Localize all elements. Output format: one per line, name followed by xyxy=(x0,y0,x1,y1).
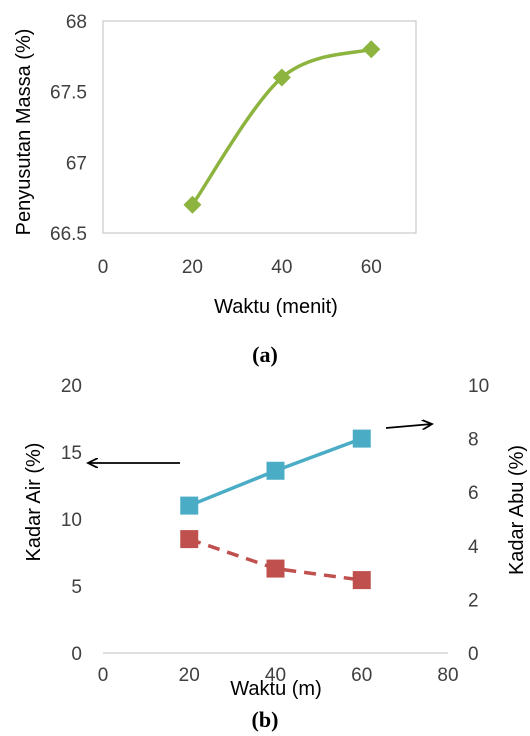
chart-b-xlabel: Waktu (m) xyxy=(230,678,321,700)
chart-b-data-point-1 xyxy=(352,429,371,448)
chart-b-ytick-label: 10 xyxy=(61,510,82,531)
chart-b-ytick-label: 15 xyxy=(61,443,82,464)
chart-a-xtick-label: 60 xyxy=(361,257,382,278)
chart-b-ytick-label: 5 xyxy=(71,577,82,598)
chart-a-xtick-label: 0 xyxy=(98,257,109,278)
chart-b-ylabel: Kadar Air (%) xyxy=(23,443,45,562)
chart-b-data-point-1 xyxy=(180,496,199,515)
chart-b-y2tick-label: 0 xyxy=(468,644,479,665)
chart-b-y2tick-label: 8 xyxy=(468,430,479,451)
chart-b-data-point-1 xyxy=(266,461,285,480)
chart-b-caption: (b) xyxy=(252,707,279,732)
chart-b-y2label: Kadar Abu (%) xyxy=(506,445,528,575)
chart-a-data-point xyxy=(183,195,202,214)
chart-b-xtick-label: 0 xyxy=(98,665,109,686)
chart-b-data-point-2 xyxy=(352,571,371,590)
chart-b-y2tick-label: 4 xyxy=(468,537,479,558)
chart-a-caption: (a) xyxy=(252,342,278,367)
chart-a-data-point xyxy=(362,40,381,59)
chart-a-xtick-label: 20 xyxy=(182,257,203,278)
chart-a-ytick-label: 68 xyxy=(66,12,87,33)
chart-b: 0 5 10 15 20 0 2 4 6 8 10 0 20 40 60 80 Waktu (m) Kad… xyxy=(23,376,528,732)
chart-b-data-point-2 xyxy=(266,559,285,578)
chart-a-ytick-label: 67 xyxy=(66,153,87,174)
chart-b-xtick-label: 80 xyxy=(437,665,458,686)
chart-b-xtick-label: 40 xyxy=(265,665,286,686)
chart-a-ylabel: Penyusutan Massa (%) xyxy=(13,29,35,236)
chart-a-data-point xyxy=(272,68,291,87)
chart-b-y2tick-label: 6 xyxy=(468,483,479,504)
chart-a-xlabel: Waktu (menit) xyxy=(214,296,338,318)
chart-b-xtick-label: 20 xyxy=(179,665,200,686)
chart-b-ytick-label: 0 xyxy=(71,644,82,665)
chart-a-ytick-label: 67.5 xyxy=(50,83,87,104)
chart-a-xtick-label: 40 xyxy=(271,257,292,278)
chart-b-ytick-label: 20 xyxy=(61,376,82,397)
chart-b-y2tick-label: 10 xyxy=(468,376,489,397)
chart-b-xtick-label: 60 xyxy=(351,665,372,686)
chart-b-data-point-2 xyxy=(180,530,199,549)
chart-a-plot-border xyxy=(102,20,417,234)
chart-a: 66.5 67 67.5 68 0 20 40 60 Waktu (menit) Penyu… xyxy=(13,12,417,367)
chart-b-y2tick-label: 2 xyxy=(468,590,479,611)
chart-b-arrow-right xyxy=(385,424,432,428)
chart-a-ytick-label: 66.5 xyxy=(50,224,87,245)
